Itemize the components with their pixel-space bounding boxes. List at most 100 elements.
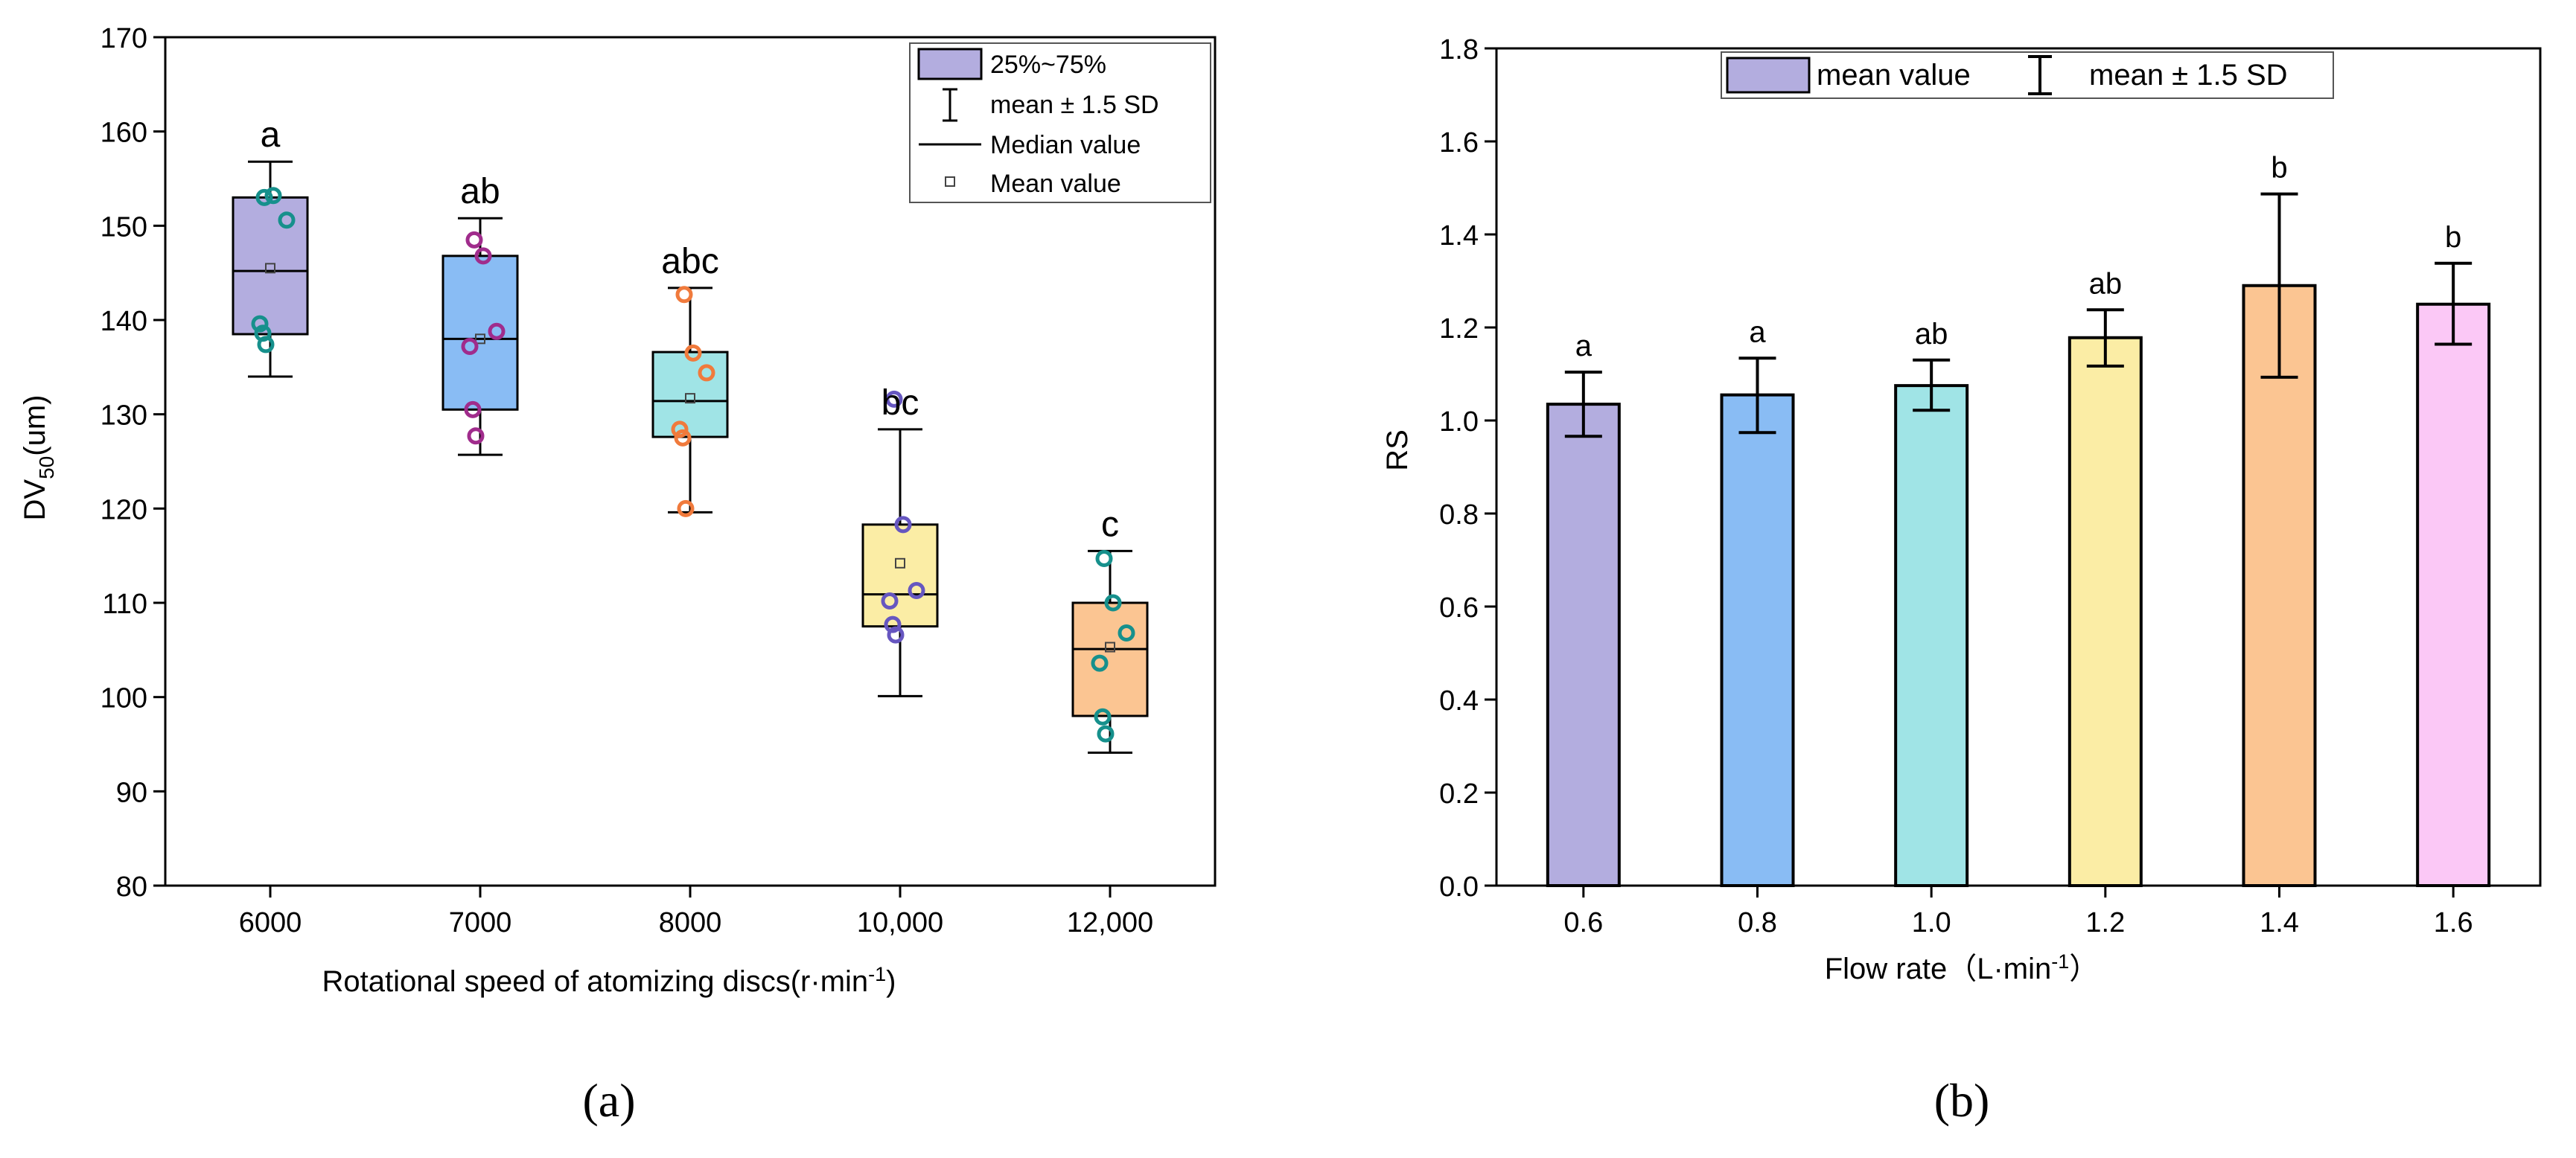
data-point (698, 364, 715, 382)
data-point (1104, 594, 1122, 612)
x-tick-label: 12,000 (1067, 907, 1153, 938)
data-point (894, 516, 912, 534)
significance-letter: bc (881, 383, 919, 423)
box-iqr (1071, 601, 1149, 717)
data-point (464, 400, 482, 418)
data-point (264, 187, 282, 205)
panel-b-bar-chart: 0.0 0.2 0.4 0.6 0.8 1.0 1.2 1.4 1.6 1.8 0.6 a 0.8 a 1.… (1381, 34, 2542, 1127)
panel-b-legend: mean value mean ± 1.5 SD (1721, 51, 2334, 99)
y-tick-label: 100 (101, 683, 147, 714)
bar-group: a (1720, 316, 1795, 887)
panel-a-label: (a) (582, 1074, 635, 1127)
y-tick-label: 1.8 (1439, 34, 1479, 65)
significance-letter: abc (661, 242, 718, 281)
x-tick-label: 7000 (449, 907, 512, 938)
legend-label: mean value (1817, 59, 1971, 92)
significance-letter: ab (2089, 267, 2123, 300)
y-tick-label: 0.0 (1439, 871, 1479, 903)
y-tick-label: 80 (116, 871, 147, 903)
y-tick-label: 0.4 (1439, 685, 1479, 717)
x-tick-label: 6000 (239, 907, 302, 938)
mean-marker (475, 333, 485, 345)
legend-label: mean ± 1.5 SD (2089, 59, 2288, 92)
data-point (465, 231, 483, 249)
data-point (674, 429, 692, 447)
legend-label: mean ± 1.5 SD (990, 91, 1159, 119)
y-tick-label: 0.6 (1439, 592, 1479, 624)
legend-frame (1721, 51, 2334, 99)
significance-letter: ab (460, 172, 500, 211)
box-iqr (232, 196, 309, 336)
y-tick-label: 120 (101, 494, 147, 525)
panel-a-legend: 25%~75% mean ± 1.5 SD Median value Mean val… (909, 42, 1211, 203)
x-tick-label: 1.6 (2434, 907, 2473, 938)
data-point (257, 336, 275, 354)
bar (2068, 336, 2143, 887)
data-point (677, 499, 695, 517)
significance-letter: a (1749, 316, 1766, 348)
y-tick-label: 0.8 (1439, 499, 1479, 531)
panel-b-y-axis-label: RS (1381, 429, 1414, 471)
legend-box-swatch (917, 48, 983, 80)
panel-b-plot-area: 0.0 0.2 0.4 0.6 0.8 1.0 1.2 1.4 1.6 1.8 0.6 a 0.8 a 1.… (1439, 34, 2542, 938)
y-tick-label: 1.6 (1439, 127, 1479, 159)
y-tick-label: 150 (101, 211, 147, 243)
box-group: a (232, 115, 309, 378)
y-tick-label: 160 (101, 118, 147, 149)
legend-label: Mean value (990, 170, 1121, 198)
panel-a-plot-area: 80 90 100 110 120 130 140 150 160 170 6000 7000 8000… (101, 23, 1217, 938)
data-point (1094, 708, 1112, 726)
box-group: c (1071, 505, 1149, 754)
significance-letter: c (1101, 505, 1119, 544)
y-tick-label: 140 (101, 306, 147, 337)
data-point (675, 286, 693, 304)
data-point (1091, 654, 1109, 672)
data-point (278, 211, 296, 229)
data-point (887, 626, 905, 644)
y-tick-label: 1.2 (1439, 313, 1479, 345)
significance-letter: a (261, 115, 281, 155)
data-point (1095, 549, 1113, 567)
legend-bar-swatch (1726, 57, 1811, 94)
x-tick-label: 0.8 (1738, 907, 1777, 938)
box-group: abc (651, 242, 729, 517)
data-point (488, 322, 506, 340)
data-point (684, 344, 702, 362)
data-point (908, 582, 925, 600)
legend-label: 25%~75% (990, 51, 1106, 79)
box-group: ab (441, 172, 519, 456)
y-tick-label: 110 (102, 589, 147, 620)
data-point (467, 427, 485, 445)
panel-a-y-axis-label: DV50(um) (19, 395, 58, 521)
mean-marker (265, 263, 275, 274)
box-group: bc (861, 383, 939, 697)
significance-letter: b (2445, 221, 2461, 254)
box-iqr (441, 255, 519, 411)
x-tick-label: 1.4 (2260, 907, 2299, 938)
panel-b-x-axis-label: Flow rate（L·min-1） (1825, 950, 2100, 985)
bar (2416, 302, 2491, 887)
y-tick-label: 130 (101, 400, 147, 432)
legend-mean-marker (945, 176, 955, 187)
x-tick-label: 1.0 (1912, 907, 1951, 938)
data-point (885, 390, 903, 408)
bar (1546, 403, 1621, 887)
box-iqr (861, 523, 939, 628)
bar (1894, 384, 1969, 887)
bar-group: b (2242, 152, 2317, 887)
x-tick-label: 0.6 (1563, 907, 1603, 938)
significance-letter: a (1575, 330, 1593, 362)
y-tick-label: 90 (116, 777, 147, 808)
x-tick-label: 10,000 (857, 907, 943, 938)
data-point (884, 615, 902, 633)
bar-group: ab (2068, 267, 2143, 887)
significance-letter: b (2271, 152, 2287, 185)
data-point (881, 592, 899, 610)
data-point (251, 315, 269, 333)
data-point (1097, 725, 1115, 743)
data-point (671, 420, 689, 438)
data-point (461, 337, 479, 355)
significance-letter: ab (1915, 318, 1948, 351)
mean-marker (685, 393, 695, 404)
